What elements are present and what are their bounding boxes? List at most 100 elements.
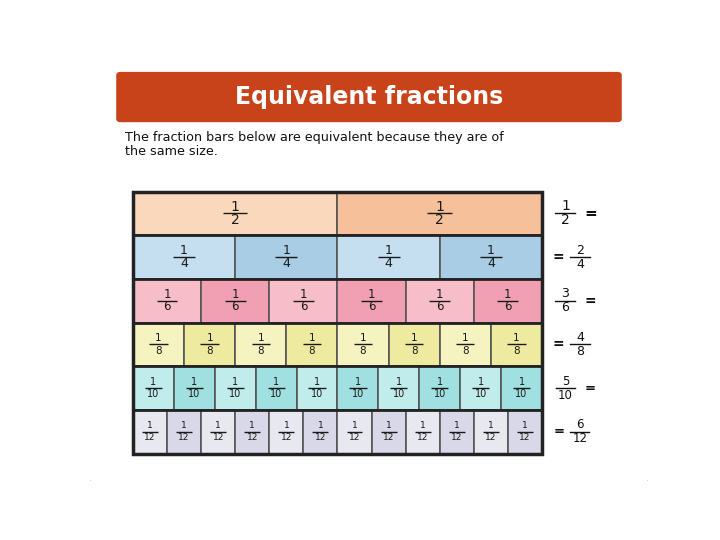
- Bar: [133, 235, 235, 279]
- Text: 1: 1: [360, 333, 366, 343]
- Text: 2: 2: [561, 213, 570, 227]
- Text: 1: 1: [300, 288, 307, 301]
- Text: 1: 1: [282, 245, 290, 258]
- Text: =: =: [553, 250, 564, 264]
- Text: 1: 1: [181, 421, 187, 430]
- Bar: [338, 410, 372, 454]
- Text: 1: 1: [207, 333, 213, 343]
- Bar: [133, 366, 174, 410]
- Bar: [256, 366, 297, 410]
- Text: 10: 10: [516, 389, 528, 399]
- Text: 1: 1: [284, 421, 289, 430]
- Text: 1: 1: [384, 245, 392, 258]
- Text: 12: 12: [451, 434, 462, 442]
- Text: 3: 3: [562, 287, 570, 300]
- Bar: [201, 410, 235, 454]
- Text: 1: 1: [355, 377, 361, 387]
- Text: 6: 6: [436, 300, 444, 313]
- Bar: [379, 366, 419, 410]
- Text: 8: 8: [513, 346, 520, 355]
- FancyBboxPatch shape: [87, 63, 651, 483]
- Bar: [235, 235, 338, 279]
- Text: 4: 4: [384, 256, 392, 269]
- Text: 12: 12: [519, 434, 531, 442]
- Text: 1: 1: [180, 245, 188, 258]
- Text: 4: 4: [487, 256, 495, 269]
- Text: 2: 2: [576, 244, 584, 256]
- Bar: [440, 322, 491, 366]
- Text: 1: 1: [477, 377, 484, 387]
- Bar: [491, 322, 542, 366]
- Bar: [133, 192, 542, 454]
- Bar: [167, 410, 201, 454]
- Text: 6: 6: [300, 300, 307, 313]
- Text: the same size.: the same size.: [125, 145, 217, 158]
- Text: 6: 6: [576, 418, 584, 431]
- Text: Equivalent fractions: Equivalent fractions: [235, 85, 503, 109]
- Bar: [215, 366, 256, 410]
- Bar: [474, 279, 542, 322]
- Text: 1: 1: [231, 288, 239, 301]
- Text: 8: 8: [156, 346, 162, 355]
- Bar: [235, 322, 287, 366]
- Bar: [440, 235, 542, 279]
- Text: 1: 1: [487, 245, 495, 258]
- Bar: [133, 192, 338, 235]
- Text: 1: 1: [215, 421, 221, 430]
- Bar: [501, 366, 542, 410]
- Text: 1: 1: [411, 333, 418, 343]
- Bar: [297, 366, 338, 410]
- Text: 10: 10: [311, 389, 323, 399]
- Text: 8: 8: [309, 346, 315, 355]
- Text: 1: 1: [231, 200, 240, 214]
- Bar: [133, 279, 201, 322]
- Text: 1: 1: [504, 288, 512, 301]
- Text: 1: 1: [318, 421, 323, 430]
- Text: 1: 1: [249, 421, 255, 430]
- Bar: [201, 279, 269, 322]
- Text: 1: 1: [192, 377, 197, 387]
- Text: 6: 6: [368, 300, 375, 313]
- Bar: [174, 366, 215, 410]
- Text: 1: 1: [314, 377, 320, 387]
- Text: 1: 1: [147, 421, 153, 430]
- Bar: [287, 322, 338, 366]
- Text: 1: 1: [436, 200, 444, 214]
- Text: 1: 1: [273, 377, 279, 387]
- Text: 12: 12: [572, 432, 588, 445]
- Text: 12: 12: [281, 434, 292, 442]
- Bar: [419, 366, 460, 410]
- Text: 10: 10: [188, 389, 200, 399]
- Text: 6: 6: [163, 300, 171, 313]
- Text: =: =: [553, 425, 564, 438]
- Text: 12: 12: [417, 434, 428, 442]
- FancyBboxPatch shape: [116, 72, 622, 122]
- Text: 2: 2: [231, 213, 240, 227]
- Text: 10: 10: [270, 389, 282, 399]
- Bar: [338, 192, 542, 235]
- Text: 10: 10: [352, 389, 364, 399]
- Text: 4: 4: [576, 331, 584, 344]
- Text: 8: 8: [360, 346, 366, 355]
- Bar: [269, 279, 338, 322]
- Text: 1: 1: [420, 421, 426, 430]
- Text: 1: 1: [522, 421, 528, 430]
- Text: 1: 1: [351, 421, 357, 430]
- Text: 1: 1: [386, 421, 392, 430]
- Bar: [460, 366, 501, 410]
- Text: 10: 10: [474, 389, 487, 399]
- Text: 6: 6: [231, 300, 239, 313]
- Text: 10: 10: [392, 389, 405, 399]
- Text: 8: 8: [576, 345, 584, 358]
- Text: 4: 4: [576, 258, 584, 271]
- Bar: [303, 410, 338, 454]
- Text: 2: 2: [436, 213, 444, 227]
- Text: 1: 1: [561, 199, 570, 213]
- Text: 8: 8: [411, 346, 418, 355]
- Text: 6: 6: [504, 300, 512, 313]
- Text: 1: 1: [462, 333, 469, 343]
- Text: 6: 6: [562, 301, 570, 314]
- Text: 8: 8: [258, 346, 264, 355]
- Text: 12: 12: [485, 434, 497, 442]
- Bar: [338, 235, 440, 279]
